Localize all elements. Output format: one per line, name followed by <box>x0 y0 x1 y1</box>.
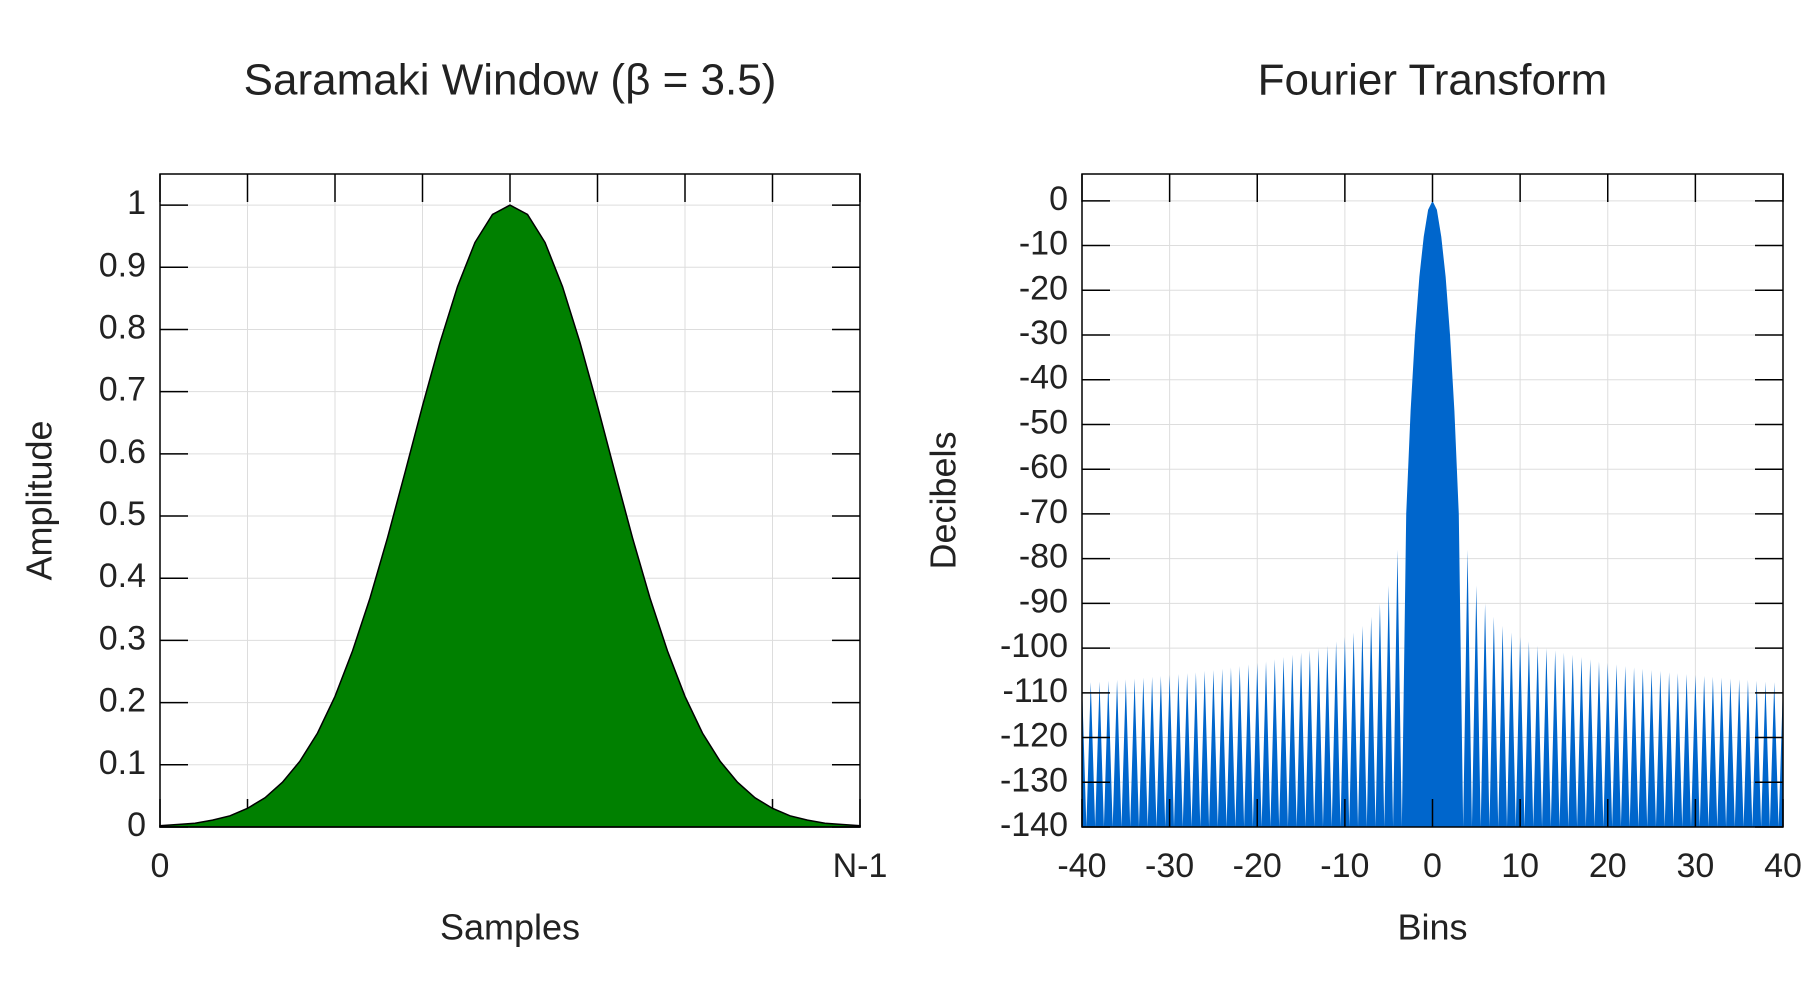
x-tick-label: 30 <box>1676 847 1714 885</box>
area <box>159 204 861 828</box>
plot-frame <box>1081 173 1784 828</box>
plot-frame <box>159 173 861 828</box>
x-tick-label: -30 <box>1145 847 1194 885</box>
y-tick-label: 0.1 <box>99 744 146 782</box>
y-tick-label: 0.8 <box>99 308 146 346</box>
y-tick-label: -50 <box>1019 403 1068 441</box>
y-tick-label: 0.3 <box>99 619 146 657</box>
x-axis-label: Bins <box>1397 907 1467 948</box>
y-tick-label: -80 <box>1019 538 1068 576</box>
x-tick-label: 0 <box>151 847 170 885</box>
chart-title: Fourier Transform <box>1258 56 1608 105</box>
y-tick-label: 0 <box>1049 180 1068 218</box>
y-tick-label: -60 <box>1019 448 1068 486</box>
chart-title: Saramaki Window (β = 3.5) <box>244 56 777 105</box>
y-axis-label: Amplitude <box>19 420 60 580</box>
area <box>1082 200 1783 827</box>
y-tick-label: -90 <box>1019 582 1068 620</box>
y-tick-label: 0.7 <box>99 371 146 409</box>
x-tick-label: -40 <box>1057 847 1106 885</box>
x-tick-label: 40 <box>1764 847 1802 885</box>
y-tick-label: 0.6 <box>99 433 146 471</box>
y-tick-label: 1 <box>127 184 146 222</box>
y-tick-label: -40 <box>1019 359 1068 397</box>
y-tick-label: 0.9 <box>99 246 146 284</box>
y-tick-label: 0.2 <box>99 682 146 720</box>
x-tick-label: -20 <box>1233 847 1282 885</box>
y-tick-label: 0 <box>127 806 146 844</box>
y-axis-label: Decibels <box>923 431 964 569</box>
y-tick-label: 0.4 <box>99 557 146 595</box>
y-tick-label: -100 <box>1000 627 1068 665</box>
x-tick-label: -10 <box>1320 847 1369 885</box>
x-tick-label: 0 <box>1423 847 1442 885</box>
y-tick-label: -110 <box>1002 672 1068 710</box>
y-tick-label: -30 <box>1019 314 1068 352</box>
x-axis-label: Samples <box>440 907 580 948</box>
y-tick-label: -10 <box>1019 225 1068 263</box>
y-tick-label: -70 <box>1019 493 1068 531</box>
x-tick-label: N-1 <box>833 847 888 885</box>
y-tick-label: -120 <box>1000 717 1068 755</box>
y-tick-label: -140 <box>1000 806 1068 844</box>
x-tick-label: 20 <box>1589 847 1627 885</box>
x-tick-label: 10 <box>1501 847 1539 885</box>
y-tick-label: -130 <box>1000 761 1068 799</box>
y-tick-label: -20 <box>1019 269 1068 307</box>
y-tick-label: 0.5 <box>99 495 146 533</box>
